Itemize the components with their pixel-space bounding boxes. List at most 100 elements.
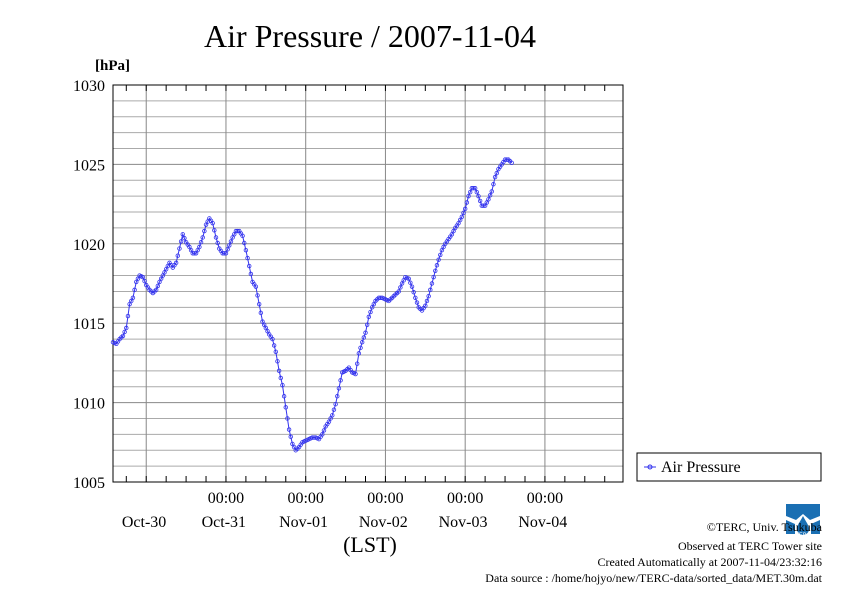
data-point bbox=[353, 371, 358, 377]
data-point bbox=[356, 351, 362, 356]
data-point bbox=[247, 263, 252, 269]
data-point bbox=[331, 407, 337, 412]
data-point bbox=[215, 240, 220, 246]
series-air-pressure bbox=[110, 157, 514, 453]
data-point bbox=[438, 252, 443, 258]
data-point bbox=[358, 345, 363, 351]
data-point bbox=[125, 313, 131, 319]
data-point bbox=[192, 251, 197, 256]
plot-frame bbox=[112, 84, 624, 483]
data-point bbox=[153, 287, 159, 293]
data-point bbox=[120, 333, 126, 339]
data-point bbox=[476, 193, 481, 199]
data-point bbox=[355, 361, 360, 366]
data-point bbox=[124, 325, 129, 331]
data-point bbox=[398, 285, 403, 290]
data-point bbox=[368, 309, 373, 315]
data-point bbox=[228, 239, 234, 244]
x-tick-labels: 00:00 00:00 00:00 00:00 00:00 Oct-30 Oct-31 Nov… bbox=[122, 490, 567, 531]
y-tick-label: 1005 bbox=[73, 475, 105, 492]
x-time-label: 00:00 bbox=[447, 490, 483, 507]
data-point bbox=[411, 290, 416, 295]
data-point bbox=[180, 232, 185, 237]
data-point bbox=[409, 284, 415, 289]
data-point bbox=[281, 394, 287, 399]
data-point bbox=[330, 413, 335, 418]
data-point bbox=[320, 432, 325, 437]
data-point bbox=[336, 386, 342, 391]
data-point bbox=[434, 263, 440, 268]
x-time-label: 00:00 bbox=[287, 490, 323, 507]
data-point bbox=[242, 240, 247, 246]
credit-observed: Observed at TERC Tower site bbox=[678, 539, 822, 553]
data-point bbox=[178, 239, 184, 244]
data-point bbox=[210, 220, 215, 226]
axes bbox=[112, 84, 624, 483]
x-date-label: Nov-04 bbox=[518, 514, 567, 531]
data-point bbox=[155, 283, 161, 289]
legend-box bbox=[636, 452, 822, 482]
x-time-label: 00:00 bbox=[367, 490, 403, 507]
logo-text: TERC bbox=[794, 532, 811, 539]
data-point bbox=[288, 434, 293, 439]
x-date-label: Nov-03 bbox=[439, 514, 488, 531]
data-point bbox=[248, 271, 254, 277]
data-point bbox=[240, 233, 245, 239]
data-point bbox=[481, 203, 486, 208]
data-point bbox=[413, 295, 418, 300]
data-point bbox=[429, 281, 435, 286]
data-point bbox=[321, 428, 327, 433]
data-point bbox=[423, 303, 428, 308]
data-point bbox=[464, 200, 470, 205]
data-point bbox=[202, 228, 207, 234]
data-point bbox=[335, 394, 340, 399]
terc-logo-icon: TERC bbox=[784, 503, 822, 539]
data-point bbox=[433, 268, 438, 273]
data-point bbox=[122, 329, 127, 335]
data-point bbox=[487, 193, 493, 198]
data-point bbox=[406, 276, 411, 281]
data-point bbox=[431, 274, 436, 280]
data-point bbox=[363, 330, 368, 335]
data-point bbox=[462, 206, 468, 212]
data-point bbox=[256, 301, 262, 307]
data-point bbox=[132, 287, 137, 293]
data-point bbox=[270, 336, 275, 342]
x-date-label: Nov-01 bbox=[279, 514, 328, 531]
data-point bbox=[408, 280, 413, 285]
data-point bbox=[280, 382, 285, 388]
data-point bbox=[271, 343, 277, 348]
data-point bbox=[213, 235, 219, 240]
data-point bbox=[275, 359, 280, 364]
data-point bbox=[509, 160, 514, 166]
data-point bbox=[283, 405, 288, 410]
data-point bbox=[338, 378, 343, 383]
legend: Air Pressure bbox=[636, 452, 822, 482]
data-point bbox=[489, 189, 494, 194]
legend-marker bbox=[647, 464, 653, 470]
data-point bbox=[198, 240, 204, 245]
data-point bbox=[200, 235, 205, 240]
data-point bbox=[359, 340, 365, 345]
plot-area bbox=[113, 85, 623, 482]
data-point bbox=[459, 214, 465, 220]
chart-title: Air Pressure / 2007-11-04 bbox=[204, 18, 536, 54]
data-point bbox=[285, 416, 290, 421]
y-tick-label: 1025 bbox=[73, 157, 105, 174]
data-point bbox=[142, 278, 147, 284]
data-point bbox=[424, 298, 430, 304]
data-point bbox=[333, 401, 338, 407]
credit-created: Created Automatically at 2007-11-04/23:3… bbox=[597, 555, 822, 569]
data-point bbox=[364, 322, 370, 327]
data-point bbox=[182, 236, 187, 241]
data-point bbox=[212, 228, 217, 233]
data-point bbox=[467, 189, 473, 195]
data-point bbox=[414, 300, 420, 305]
data-point bbox=[175, 253, 180, 258]
data-point bbox=[140, 274, 146, 280]
data-point bbox=[173, 260, 179, 266]
data-point bbox=[494, 170, 499, 176]
data-point bbox=[227, 243, 232, 248]
data-point bbox=[273, 349, 279, 354]
data-point bbox=[225, 247, 230, 252]
